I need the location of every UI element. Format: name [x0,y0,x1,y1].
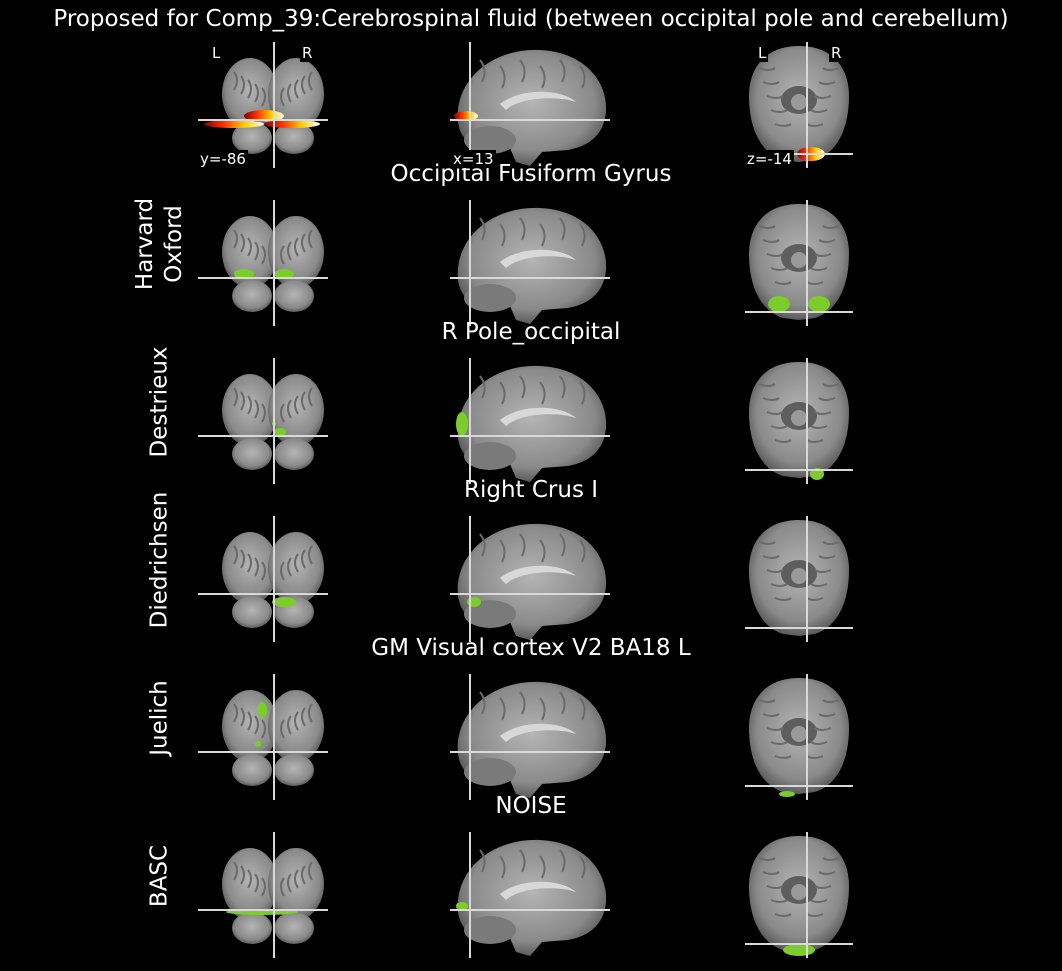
atlas-region-overlay [257,702,267,718]
axial-view [745,674,853,800]
coronal-brain-slice [222,848,324,944]
atlas-region-overlay [779,791,795,797]
atlas-region-overlay [768,296,790,312]
sagittal-brain-slice [457,365,607,482]
axial-brain-slice [749,520,849,636]
atlas-name-label: Juelich [146,680,173,756]
coronal-view [198,674,328,800]
sagittal-brain-slice [457,49,607,166]
page-title: Proposed for Comp_39:Cerebrospinal fluid… [53,6,1009,32]
sagittal-brain-slice [457,523,607,640]
coronal-view [198,42,328,168]
coronal-view [198,516,328,642]
sagittal-view [450,200,610,326]
axial-view [745,516,853,642]
atlas-region-overlay [255,741,261,747]
atlas-region-title: Right Crus I [463,477,599,503]
orientation-left-label: L [210,44,223,62]
atlas-region-overlay [274,428,286,436]
coronal-coordinate-label: y=-86 [198,150,248,168]
component-activation-blob [264,120,320,128]
sagittal-view [450,674,610,800]
orientation-right-label: R [300,44,315,62]
atlas-region-overlay [808,296,830,312]
axial-view [745,42,853,168]
atlas-region-overlay [234,269,254,279]
sagittal-view [450,358,610,484]
axial-brain-slice [749,362,849,478]
atlas-name-label: Harvard Oxford [132,197,187,291]
atlas-region-overlay [783,944,815,956]
coronal-view [198,200,328,326]
axial-brain-slice [749,678,849,794]
atlas-region-overlay [274,269,294,279]
atlas-region-title: R Pole_occipital [441,319,621,345]
coronal-brain-slice [222,58,324,154]
atlas-region-overlay [456,902,468,910]
sagittal-view [450,42,610,168]
sagittal-view [450,516,610,642]
atlas-region-title: NOISE [495,793,567,819]
axial-brain-slice [749,836,849,952]
sagittal-brain-slice [457,681,607,798]
atlas-name-label: BASC [146,844,173,908]
axial-view [745,832,853,958]
coronal-view [198,358,328,484]
atlas-region-title: Occipital Fusiform Gyrus [390,161,672,187]
sagittal-view [450,832,610,958]
axial-view [745,358,853,484]
axial-brain-slice [749,46,849,162]
axial-view [745,200,853,326]
coronal-view [198,832,328,958]
orientation-left-label: L [756,44,769,62]
atlas-region-title: GM Visual cortex V2 BA18 L [371,635,691,661]
atlas-region-overlay [456,412,468,436]
atlas-name-label: Diedrichsen [146,491,173,629]
axial-coordinate-label: z=-14 [745,150,794,168]
coronal-brain-slice [222,532,324,628]
sagittal-brain-slice [457,839,607,956]
atlas-region-overlay [272,597,296,607]
component-activation-blob [204,120,264,128]
atlas-name-label: Destrieux [146,346,173,458]
sagittal-coordinate-label: x=13 [451,150,496,168]
axial-brain-slice [749,204,849,320]
sagittal-brain-slice [457,207,607,324]
component-activation-blob [454,111,478,121]
coronal-brain-slice [222,374,324,470]
orientation-right-label: R [829,44,844,62]
